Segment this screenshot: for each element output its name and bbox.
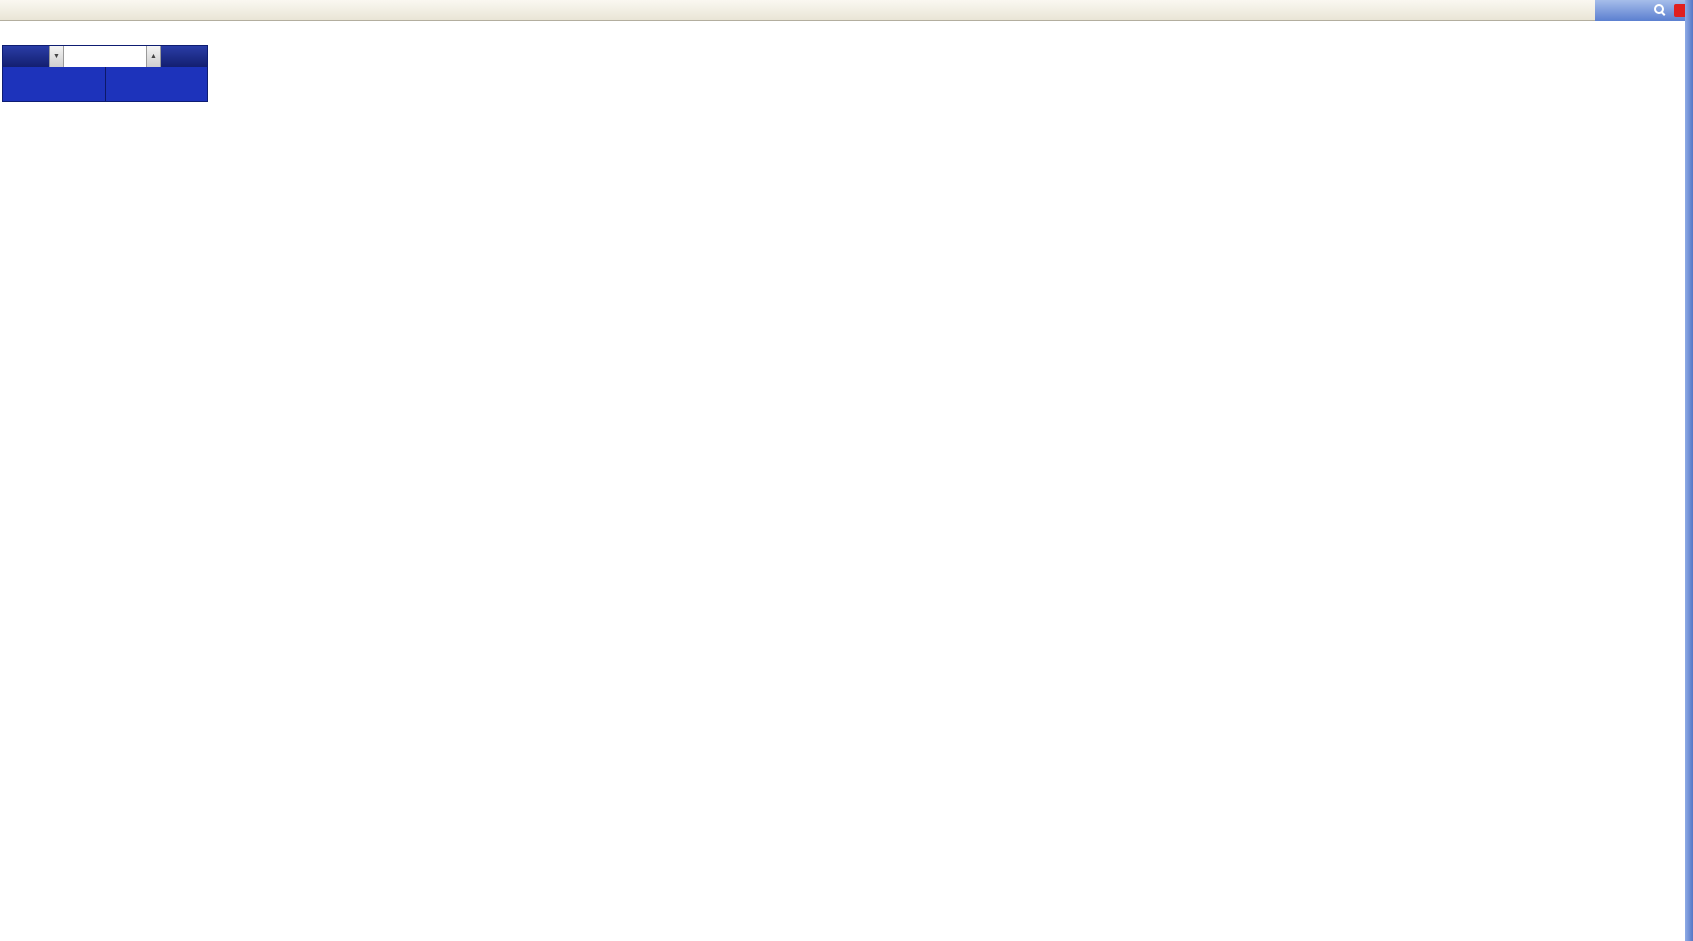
bid-ask-display (3, 67, 207, 101)
bid-price[interactable] (3, 67, 106, 101)
toolbar-right-cluster (1595, 0, 1693, 21)
volume-input[interactable] (64, 46, 146, 67)
notification-badge[interactable] (1674, 3, 1687, 17)
volume-decrease-button[interactable]: ▼ (49, 46, 64, 67)
window-right-frame (1685, 0, 1693, 941)
ask-price[interactable] (106, 67, 208, 101)
search-icon[interactable] (1654, 4, 1666, 16)
volume-increase-button[interactable]: ▲ (146, 46, 161, 67)
toolbar-buttons (0, 0, 3, 21)
sell-button[interactable] (3, 46, 49, 67)
buy-button[interactable] (161, 46, 207, 67)
one-click-trade-panel: ▼ ▲ (2, 45, 208, 102)
trade-panel-controls: ▼ ▲ (3, 46, 207, 67)
main-toolbar (0, 0, 1693, 21)
